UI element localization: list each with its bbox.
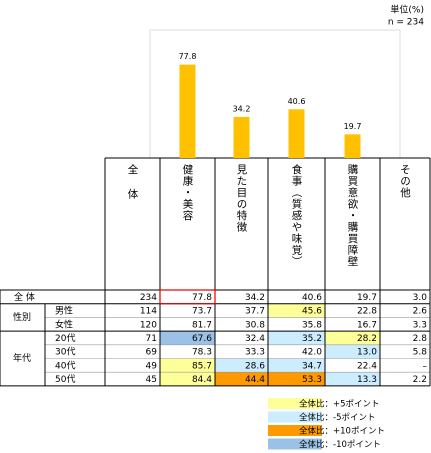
- cell-fill: [325, 344, 380, 359]
- cell-value: 53.3: [302, 375, 322, 385]
- bar-label: 40.6: [288, 97, 306, 106]
- cell-value: 2.2: [413, 375, 427, 385]
- cell-value: 71: [146, 334, 157, 344]
- bar-label: 77.8: [179, 52, 197, 61]
- cell-value: 234: [140, 293, 157, 303]
- legend-swatch: [268, 398, 322, 409]
- cell-value: 28.2: [357, 334, 377, 344]
- cell-value: 2.8: [413, 334, 428, 344]
- cell-fill: [268, 372, 325, 386]
- cell-value: 69: [146, 348, 158, 358]
- bar-label: 34.2: [233, 104, 251, 113]
- cell-value: 32.4: [245, 334, 265, 344]
- unit: 単位(%): [390, 4, 424, 16]
- row-label: 40代: [55, 360, 75, 371]
- bar: [179, 64, 196, 158]
- legend-label: 全体比：+10ポイント: [299, 426, 385, 437]
- cell-value: 42.0: [302, 348, 322, 358]
- legend-swatch: [268, 425, 322, 436]
- row-label: 30代: [55, 347, 75, 358]
- row-label: 50代: [55, 374, 75, 385]
- cell-value: 34.2: [245, 293, 265, 303]
- cell-value: 37.7: [245, 307, 265, 317]
- row-label: 20代: [55, 333, 75, 344]
- column-header: その他: [399, 164, 411, 199]
- cell-value: 45: [146, 375, 157, 385]
- bar: [233, 116, 250, 158]
- group-label: 性別: [13, 311, 31, 323]
- cell-value: 19.7: [357, 293, 377, 303]
- cell-fill: [268, 303, 325, 318]
- cell-value: 5.8: [413, 348, 428, 358]
- cell-value: 44.4: [245, 375, 265, 385]
- cell-value: 3.3: [413, 320, 427, 330]
- cell-value: 78.3: [192, 348, 212, 358]
- legend-label: 全体比：-5ポイント: [299, 412, 375, 423]
- bar: [288, 109, 305, 158]
- cell-value: 30.8: [245, 320, 265, 330]
- bar: [344, 134, 361, 158]
- row-label: 男性: [55, 305, 73, 317]
- cell-value: 22.8: [357, 307, 377, 317]
- cell-value: 35.2: [302, 334, 322, 344]
- column-header: 健康・美容: [182, 164, 194, 222]
- legend-swatch: [268, 411, 322, 423]
- cell-value: 114: [140, 307, 157, 317]
- cell-fill: [268, 331, 325, 345]
- cell-value: 13.3: [357, 375, 377, 385]
- group-label: 年代: [13, 352, 31, 364]
- cell-fill: [215, 372, 268, 386]
- cell-value: 49: [146, 361, 158, 371]
- highlight-border: [159, 289, 216, 305]
- cell-fill: [160, 372, 215, 386]
- cell-value: 33.3: [245, 348, 265, 358]
- cell-fill: [215, 358, 268, 373]
- legend-swatch: [268, 438, 322, 450]
- cell-value: 16.7: [357, 320, 377, 330]
- cell-value: 73.7: [192, 307, 212, 317]
- cell-fill: [160, 358, 215, 373]
- column-header: 見た目の特徴: [236, 164, 248, 233]
- column-header: 購買意欲・購買障壁: [347, 163, 359, 267]
- cell-fill: [160, 331, 215, 345]
- legend-label: 全体比：-10ポイント: [299, 439, 381, 450]
- legend-label: 全体比：+5ポイント: [299, 399, 380, 410]
- cell-value: 3.0: [413, 293, 428, 303]
- cell-value: 22.4: [357, 361, 377, 371]
- cell-value: –: [423, 361, 428, 371]
- cell-value: 77.8: [192, 293, 212, 303]
- cell-value: 84.4: [192, 375, 212, 385]
- row-label: 女性: [55, 318, 73, 330]
- cell-value: 34.7: [302, 361, 322, 371]
- cell-value: 35.8: [302, 320, 322, 330]
- cell-fill: [325, 372, 380, 386]
- n-label: n = 234: [388, 18, 424, 28]
- cell-value: 2.6: [413, 307, 428, 317]
- column-header: 食事（質感や味覚）: [291, 163, 303, 267]
- cell-value: 40.6: [302, 293, 322, 303]
- cell-value: 45.6: [302, 307, 322, 317]
- cell-value: 13.0: [357, 348, 377, 358]
- cell-fill: [325, 331, 380, 345]
- cell-value: 81.7: [192, 320, 212, 330]
- bar-label: 19.7: [344, 122, 362, 131]
- cell-value: 85.7: [192, 361, 212, 371]
- row-label: 全 体: [14, 291, 35, 303]
- cell-value: 120: [140, 320, 157, 330]
- cell-value: 67.6: [192, 334, 212, 344]
- column-header: 全体: [127, 163, 139, 213]
- cell-fill: [268, 358, 325, 373]
- cell-value: 28.6: [245, 361, 265, 371]
